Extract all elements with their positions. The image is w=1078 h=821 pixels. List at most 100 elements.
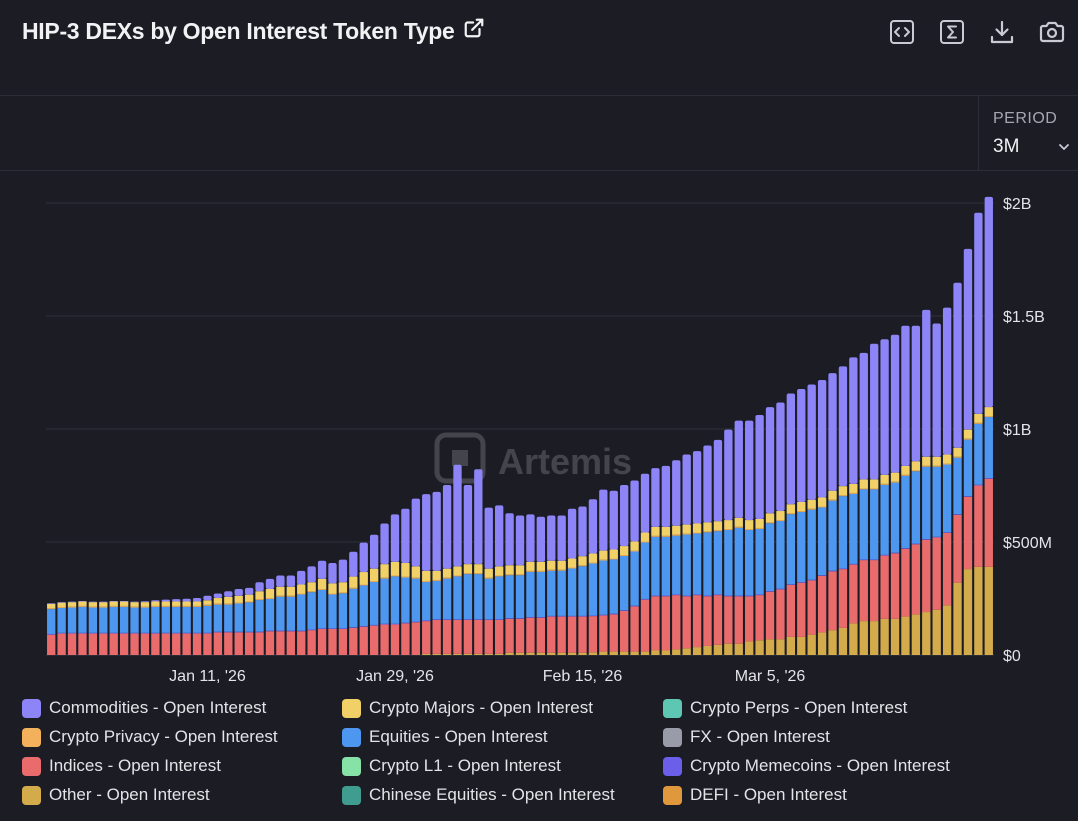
bar-segment-indices — [244, 632, 254, 655]
bar-stack — [817, 379, 827, 655]
bar-segment-equities — [338, 593, 348, 629]
legend-label: Crypto Memecoins - Open Interest — [690, 756, 950, 775]
bar-segment-other — [765, 639, 775, 655]
download-icon[interactable] — [986, 16, 1018, 48]
bar-stack — [609, 490, 618, 655]
bar-segment-crypto-memecoins — [578, 615, 587, 617]
bar-segment-crypto-majors — [620, 546, 629, 556]
bar-segment-crypto-memecoins — [974, 484, 983, 486]
bar-stack — [276, 575, 285, 655]
legend-item[interactable]: Chinese Equities - Open Interest — [342, 785, 663, 805]
bar-segment-crypto-privacy — [724, 529, 733, 531]
legend-swatch — [342, 785, 361, 805]
bar-segment-indices — [953, 514, 962, 583]
bar-segment-other — [620, 651, 629, 655]
bar-segment-equities — [557, 570, 566, 616]
bar-stack — [682, 454, 691, 655]
legend-item[interactable]: Commodities - Open Interest — [22, 698, 342, 718]
bar-segment-commodities — [474, 469, 483, 565]
bar-segment-crypto-memecoins — [567, 615, 577, 617]
bar-segment-crypto-majors — [515, 565, 525, 575]
bar-segment-crypto-memecoins — [484, 619, 493, 620]
bar-stack — [78, 600, 87, 655]
bar-segment-crypto-majors — [78, 601, 87, 606]
bar-segment-crypto-majors — [234, 595, 243, 603]
bar-segment-equities — [786, 514, 796, 585]
bar-stack — [88, 601, 98, 655]
bar-segment-other — [911, 614, 921, 655]
bar-segment-indices — [286, 631, 295, 655]
bar-segment-crypto-majors — [526, 561, 535, 571]
bar-segment-crypto-privacy — [765, 522, 775, 524]
bar-segment-crypto-privacy — [494, 575, 504, 577]
legend-item[interactable]: Crypto Privacy - Open Interest — [22, 727, 342, 747]
bar-segment-equities — [661, 536, 671, 596]
bar-segment-indices — [234, 632, 243, 655]
bar-segment-crypto-privacy — [588, 562, 598, 564]
legend-item[interactable]: Crypto Perps - Open Interest — [663, 698, 1063, 718]
sigma-icon[interactable] — [936, 16, 968, 48]
bar-segment-equities — [161, 606, 170, 633]
bar-segment-other — [776, 639, 785, 655]
bar-segment-crypto-majors — [724, 520, 733, 530]
bar-segment-equities — [547, 570, 556, 616]
bar-segment-crypto-privacy — [526, 570, 535, 572]
bar-stack — [661, 465, 671, 655]
header-divider — [0, 95, 1078, 96]
bar-segment-commodities — [578, 506, 587, 557]
y-tick-label: $1.5B — [1003, 309, 1045, 326]
external-link-icon[interactable] — [463, 17, 485, 45]
embed-code-icon[interactable] — [886, 16, 918, 48]
bar-segment-crypto-privacy — [192, 605, 202, 607]
bar-segment-crypto-memecoins — [213, 631, 223, 633]
bar-segment-crypto-privacy — [745, 529, 754, 531]
bar-stack — [411, 498, 420, 655]
bar-stack — [494, 505, 504, 655]
bar-segment-equities — [109, 606, 118, 633]
bar-segment-equities — [422, 582, 431, 621]
legend-item[interactable]: FX - Open Interest — [663, 727, 1063, 747]
bar-segment-equities — [630, 551, 639, 606]
bar-segment-equities — [172, 606, 181, 633]
legend-item[interactable]: Crypto L1 - Open Interest — [342, 756, 663, 776]
bar-segment-equities — [78, 606, 87, 633]
bar-segment-indices — [703, 596, 712, 646]
bar-segment-crypto-memecoins — [109, 632, 118, 634]
controls-divider — [0, 170, 1078, 171]
bar-segment-crypto-privacy — [609, 558, 618, 560]
bar-segment-equities — [401, 577, 410, 623]
bar-stack — [224, 591, 233, 655]
bar-segment-indices — [682, 596, 691, 649]
bar-segment-crypto-memecoins — [453, 619, 462, 620]
bar-segment-commodities — [942, 307, 952, 455]
bar-segment-crypto-majors — [172, 601, 181, 606]
bar-segment-equities — [130, 607, 139, 633]
watermark-text: Artemis — [498, 441, 632, 482]
bar-segment-commodities — [463, 485, 473, 565]
period-label: PERIOD — [993, 110, 1058, 127]
bar-segment-other — [984, 566, 993, 655]
camera-icon[interactable] — [1036, 16, 1068, 48]
bar-segment-crypto-memecoins — [494, 619, 504, 620]
bar-segment-indices — [484, 619, 493, 654]
bar-segment-crypto-majors — [651, 526, 660, 536]
period-selector[interactable]: PERIOD 3M — [978, 96, 1078, 170]
bar-stack — [505, 513, 514, 655]
bar-segment-commodities — [692, 451, 702, 524]
legend-item[interactable]: Crypto Memecoins - Open Interest — [663, 756, 1063, 776]
legend-item[interactable]: Indices - Open Interest — [22, 756, 342, 776]
legend-item[interactable]: DEFI - Open Interest — [663, 785, 1063, 805]
bar-segment-crypto-privacy — [307, 591, 316, 593]
legend-item[interactable]: Crypto Majors - Open Interest — [342, 698, 663, 718]
bar-segment-crypto-memecoins — [463, 619, 473, 620]
bar-segment-crypto-privacy — [661, 535, 671, 537]
bar-segment-other — [953, 582, 962, 655]
bar-segment-indices — [776, 589, 785, 640]
bar-segment-equities — [453, 576, 462, 620]
legend-item[interactable]: Other - Open Interest — [22, 785, 342, 805]
bar-segment-crypto-memecoins — [932, 536, 941, 538]
bar-stack — [286, 575, 295, 655]
bar-segment-commodities — [963, 248, 973, 430]
x-axis-labels: Jan 11, '26 Jan 29, '26 Feb 15, '26 Mar 5, … — [169, 668, 805, 685]
legend-item[interactable]: Equities - Open Interest — [342, 727, 663, 747]
